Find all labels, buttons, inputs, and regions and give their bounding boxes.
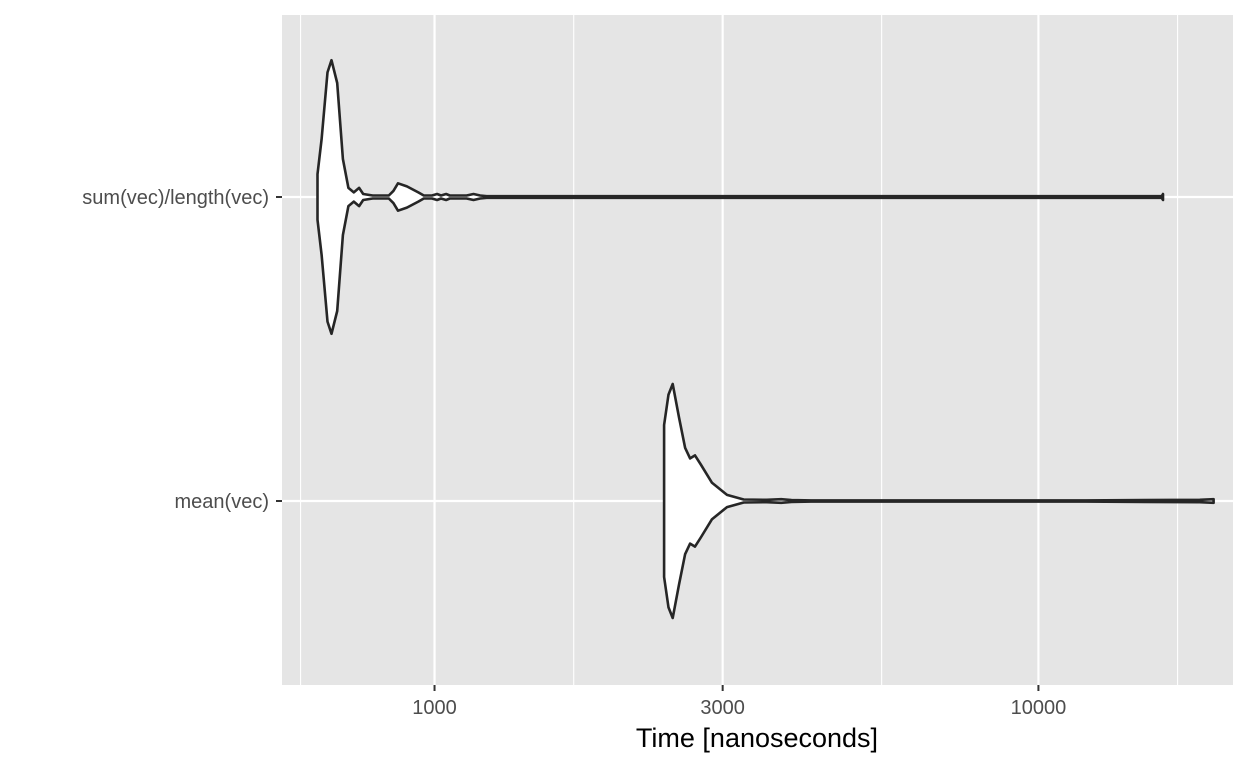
x-tick-label: 3000 bbox=[700, 697, 745, 719]
plot-panel bbox=[282, 15, 1233, 685]
violin-shape bbox=[662, 382, 1215, 620]
y-axis: sum(vec)/length(vec) mean(vec) bbox=[82, 187, 282, 513]
violin-layer bbox=[316, 58, 1215, 620]
y-tick-label: sum(vec)/length(vec) bbox=[82, 187, 269, 209]
violin-shape bbox=[316, 58, 1165, 336]
x-tick-label: 10000 bbox=[1011, 697, 1067, 719]
x-tick-label: 1000 bbox=[412, 697, 457, 719]
x-axis-title: Time [nanoseconds] bbox=[636, 723, 878, 753]
y-tick-label: mean(vec) bbox=[175, 491, 269, 513]
x-axis: 1000 3000 10000 bbox=[412, 685, 1066, 719]
minor-gridlines bbox=[300, 15, 1179, 685]
